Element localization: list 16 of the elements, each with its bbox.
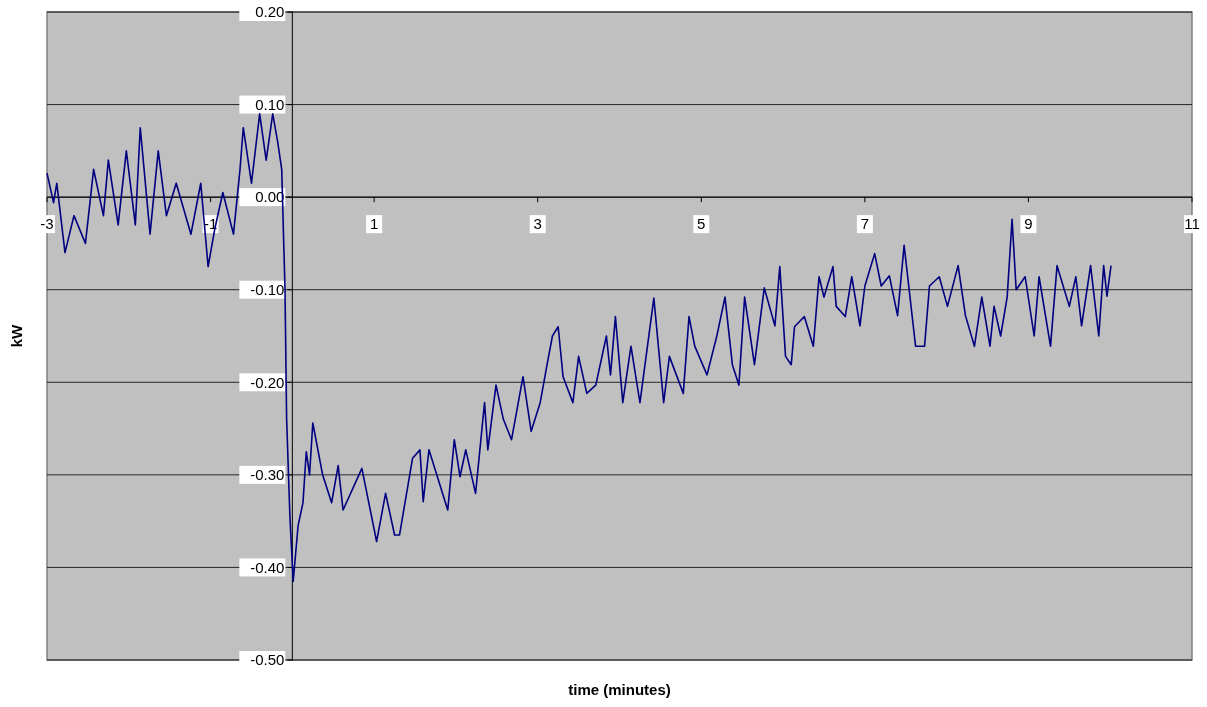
y-tick-label: 0.20	[255, 3, 285, 21]
x-tick-label: -3	[40, 215, 54, 233]
y-tick-label: -0.10	[250, 280, 285, 298]
y-axis-title: kW	[8, 323, 25, 348]
x-tick-label: 11	[1184, 215, 1200, 233]
x-tick-label: 7	[860, 215, 870, 233]
x-tick-label: 3	[533, 215, 542, 233]
x-tick-label: 5	[697, 215, 706, 233]
y-tick-label: -0.20	[250, 373, 285, 391]
x-tick-label: 1	[369, 215, 379, 233]
y-tick-label: 0.10	[255, 95, 285, 113]
x-axis-title: time (minutes)	[568, 681, 671, 698]
y-tick-label: -0.50	[250, 651, 285, 669]
y-tick-label: -0.40	[250, 558, 285, 576]
y-tick-label: -0.30	[250, 466, 285, 484]
x-tick-label: 9	[1024, 215, 1033, 233]
